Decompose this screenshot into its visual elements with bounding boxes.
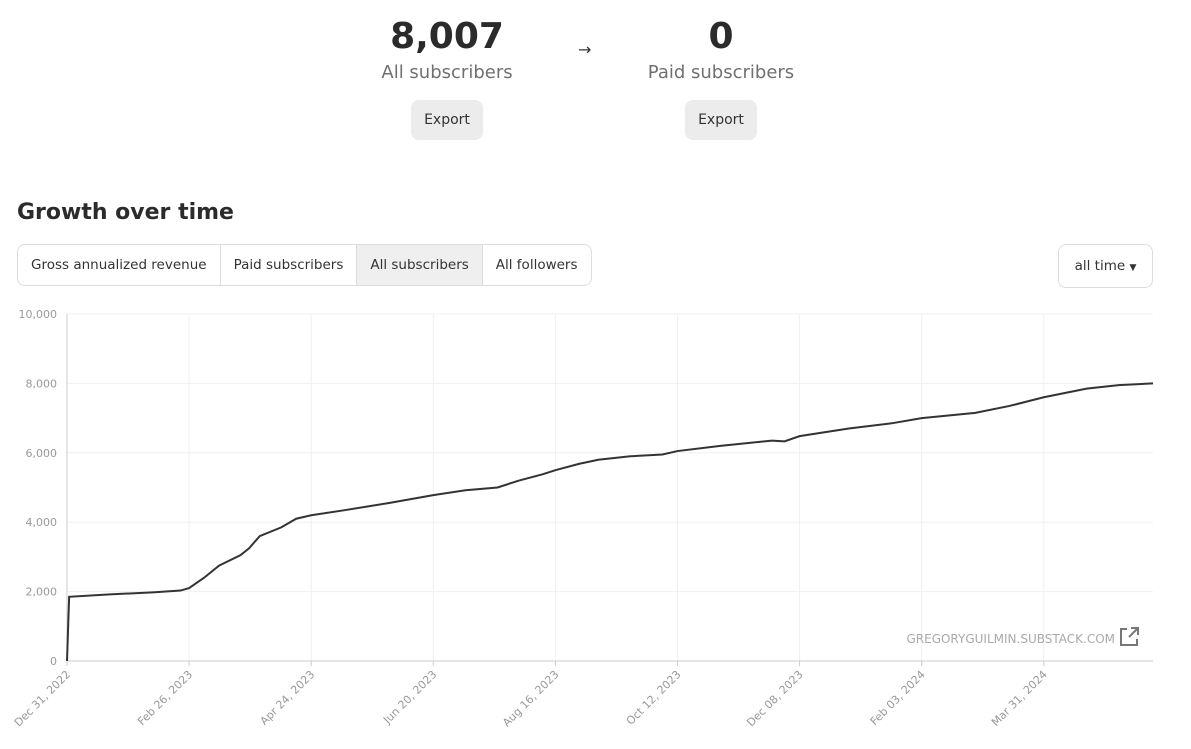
watermark: GREGORYGUILMIN.SUBSTACK.COM xyxy=(906,632,1115,646)
y-tick-label: 2,000 xyxy=(26,586,58,599)
x-tick-label: Aug 16, 2023 xyxy=(500,668,561,729)
tabs: Gross annualized revenue Paid subscribers… xyxy=(17,244,592,286)
y-tick-label: 10,000 xyxy=(19,308,58,321)
tab[interactable]: Gross annualized revenue xyxy=(18,245,221,285)
tab[interactable]: All followers xyxy=(495,257,578,273)
y-tick-label: 8,000 xyxy=(26,377,58,390)
stat-value: 8,007 xyxy=(390,16,504,57)
x-tick-label: Oct 12, 2023 xyxy=(624,668,684,728)
x-tick-label: Dec 08, 2023 xyxy=(744,668,805,729)
y-tick-label: 6,000 xyxy=(26,447,58,460)
stat-label: All subscribers xyxy=(381,62,513,83)
x-tick-label: Feb 26, 2023 xyxy=(135,668,195,728)
arrow: → xyxy=(578,40,592,59)
x-tick-label: Mar 31, 2024 xyxy=(989,668,1050,729)
range-selector[interactable]: all time ▼ xyxy=(1058,244,1153,288)
tab[interactable]: All subscribers xyxy=(357,245,483,285)
export-button[interactable]: Export xyxy=(685,100,757,140)
stat-all: 8,007 All subscribers Export xyxy=(327,14,567,140)
tab[interactable]: Paid subscribers xyxy=(221,245,358,285)
line xyxy=(66,382,1154,662)
y-tick-label: 0 xyxy=(50,655,57,668)
x-tick-label: Jun 20, 2023 xyxy=(380,668,439,727)
section-title: Growth over time xyxy=(17,200,234,225)
range-label: all time xyxy=(1074,258,1126,274)
stat-paid: 0 Paid subscribers Export xyxy=(601,14,841,140)
y-tick-label: 4,000 xyxy=(26,516,58,529)
chart: 0 2,000 4,000 6,000 8,000 10,000 Dec 31, 2022 F… xyxy=(12,308,1154,729)
x-tick-label: Apr 24, 2023 xyxy=(258,668,318,728)
x-tick-label: Feb 03, 2024 xyxy=(868,668,928,728)
external-link-icon xyxy=(1120,627,1139,646)
export-button[interactable]: Export xyxy=(411,100,483,140)
x-tick-label: Dec 31, 2022 xyxy=(12,668,73,729)
stat-value: 0 xyxy=(708,16,734,57)
stat-label: Paid subscribers xyxy=(647,62,795,83)
